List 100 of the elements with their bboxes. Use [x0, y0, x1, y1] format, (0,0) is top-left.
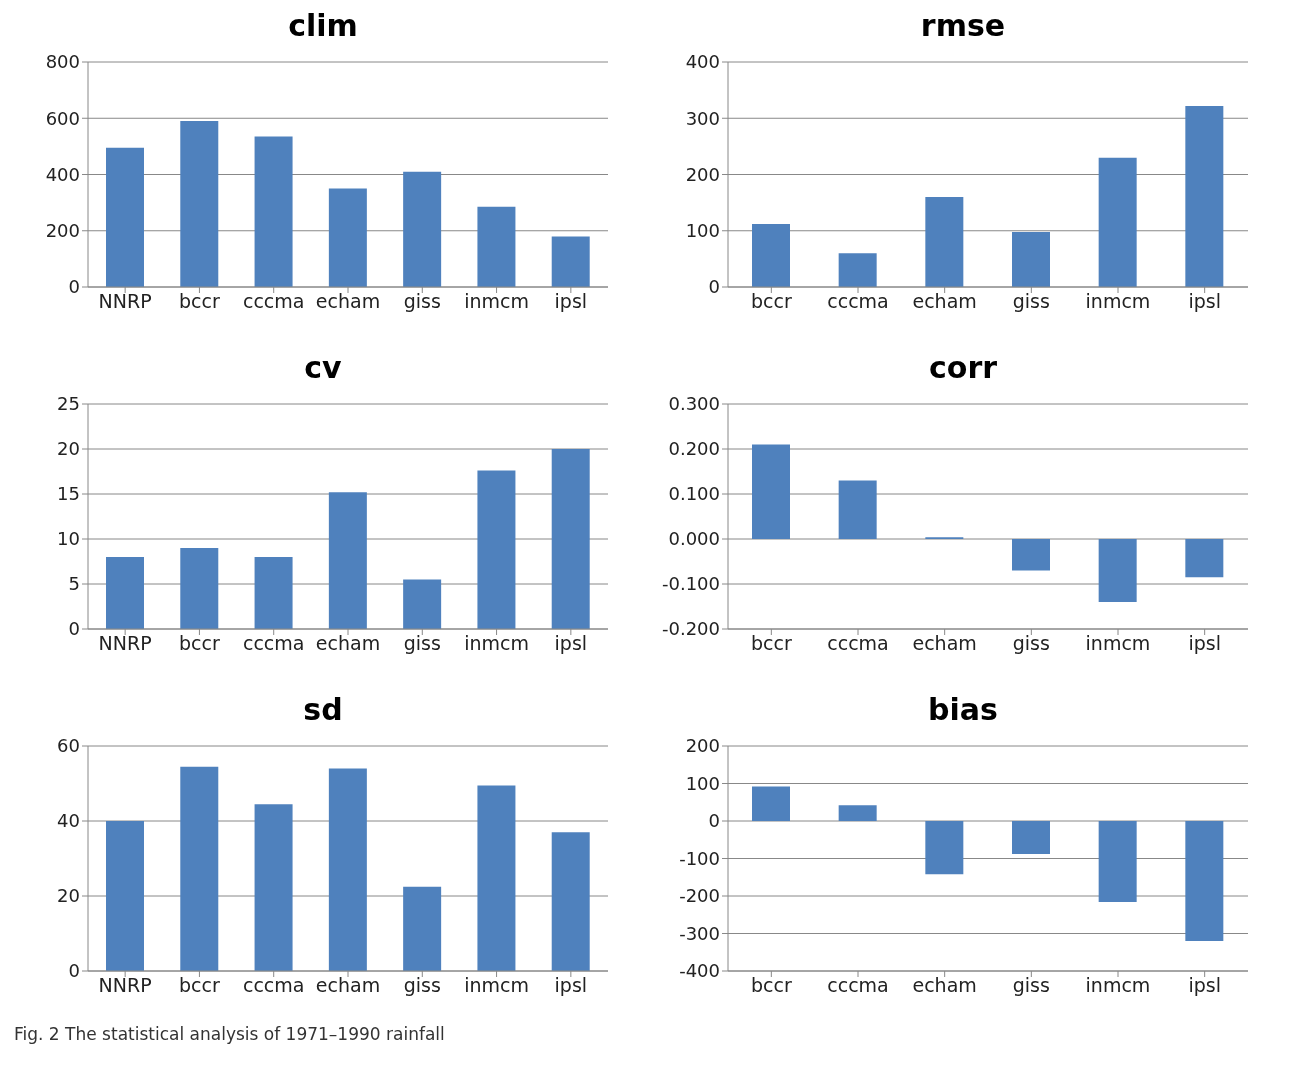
bar: [477, 470, 516, 629]
y-tick-label: 100: [685, 772, 720, 794]
bar: [838, 805, 877, 821]
bar: [477, 206, 516, 287]
x-tick-label: ipsl: [1188, 974, 1221, 997]
x-tick-label: NNRP: [98, 290, 152, 313]
x-tick-label: ipsl: [1188, 632, 1221, 655]
x-tick-label: bccr: [179, 632, 220, 655]
y-tick-label: 15: [57, 483, 80, 505]
x-tick-label: ipsl: [554, 632, 588, 655]
y-tick-label: 200: [45, 220, 80, 242]
bar: [477, 785, 516, 971]
y-tick-label: 400: [45, 163, 80, 185]
x-tick-label: echam: [912, 632, 977, 655]
x-tick-label: cccma: [242, 974, 305, 997]
chart-title: bias: [927, 692, 999, 729]
bar: [254, 557, 293, 629]
bar: [106, 821, 144, 971]
bar: [1012, 231, 1050, 287]
bar: [551, 832, 590, 971]
bar: [925, 821, 964, 875]
bar: [1098, 821, 1137, 902]
x-tick-label: echam: [315, 974, 381, 997]
caption: Fig. 2 The statistical analysis of 1971–1990 rainfall: [14, 1024, 445, 1044]
x-tick-label: giss: [1012, 974, 1050, 997]
y-tick-label: -300: [679, 922, 720, 944]
y-tick-label: 0: [68, 618, 80, 640]
y-tick-label: 800: [45, 51, 80, 73]
x-tick-label: cccma: [827, 632, 889, 655]
bar: [752, 224, 790, 287]
bar: [254, 136, 293, 287]
bar: [180, 548, 219, 629]
x-tick-label: bccr: [750, 290, 792, 313]
y-tick-label: 0.200: [668, 438, 720, 460]
x-tick-label: cccma: [242, 290, 305, 313]
bar: [752, 786, 790, 821]
bar: [180, 766, 219, 971]
bar: [1098, 157, 1137, 287]
y-tick-label: 400: [685, 51, 720, 73]
x-tick-label: inmcm: [464, 632, 529, 655]
x-tick-label: inmcm: [1085, 290, 1151, 313]
bar: [254, 804, 293, 971]
bar: [1185, 821, 1224, 941]
bar: [1012, 821, 1050, 854]
bar: [106, 147, 144, 287]
x-tick-label: bccr: [179, 974, 220, 997]
x-tick-label: cccma: [827, 974, 889, 997]
x-tick-label: echam: [315, 290, 381, 313]
chart-title: corr: [928, 350, 998, 387]
bar: [403, 579, 442, 629]
y-tick-label: 100: [685, 220, 720, 242]
x-tick-label: NNRP: [98, 974, 152, 997]
y-tick-label: 25: [57, 393, 80, 415]
bar: [106, 557, 144, 629]
bar: [180, 121, 219, 287]
y-tick-label: 0.300: [668, 393, 720, 415]
bar: [925, 197, 964, 287]
y-tick-label: 20: [57, 438, 80, 460]
y-tick-label: 40: [57, 810, 80, 832]
bar: [752, 444, 790, 539]
y-tick-label: -200: [679, 885, 720, 907]
x-tick-label: cccma: [827, 290, 889, 313]
x-tick-label: giss: [403, 632, 441, 655]
x-tick-label: giss: [403, 974, 441, 997]
y-tick-label: 0: [708, 276, 720, 298]
x-tick-label: inmcm: [1085, 974, 1151, 997]
y-tick-label: 0: [68, 960, 80, 982]
x-tick-label: bccr: [179, 290, 220, 313]
x-tick-label: ipsl: [554, 974, 588, 997]
y-tick-label: 0.000: [668, 528, 720, 550]
x-tick-label: echam: [912, 290, 977, 313]
chart-title: sd: [302, 692, 344, 729]
x-tick-label: inmcm: [464, 974, 529, 997]
y-tick-label: 0: [708, 810, 720, 832]
y-tick-label: 10: [57, 528, 80, 550]
x-tick-label: inmcm: [464, 290, 529, 313]
bar: [551, 449, 590, 629]
x-tick-label: giss: [1012, 290, 1050, 313]
x-tick-label: echam: [912, 974, 977, 997]
y-tick-label: 300: [685, 107, 720, 129]
bar: [328, 492, 367, 629]
bar: [403, 171, 442, 287]
x-tick-label: giss: [403, 290, 441, 313]
y-tick-label: 200: [685, 163, 720, 185]
y-tick-label: -0.200: [661, 618, 720, 640]
y-tick-label: 60: [57, 735, 80, 757]
bar: [551, 236, 590, 287]
x-tick-label: bccr: [750, 632, 792, 655]
y-tick-label: 5: [68, 573, 80, 595]
bar: [1185, 539, 1224, 578]
chart-title: cv: [303, 350, 343, 387]
x-tick-label: giss: [1012, 632, 1050, 655]
bar: [1185, 105, 1224, 287]
y-tick-label: 0.100: [668, 483, 720, 505]
x-tick-label: inmcm: [1085, 632, 1151, 655]
y-tick-label: 20: [57, 885, 80, 907]
y-tick-label: 0: [68, 276, 80, 298]
x-tick-label: cccma: [242, 632, 305, 655]
bar: [403, 886, 442, 971]
x-tick-label: ipsl: [554, 290, 588, 313]
